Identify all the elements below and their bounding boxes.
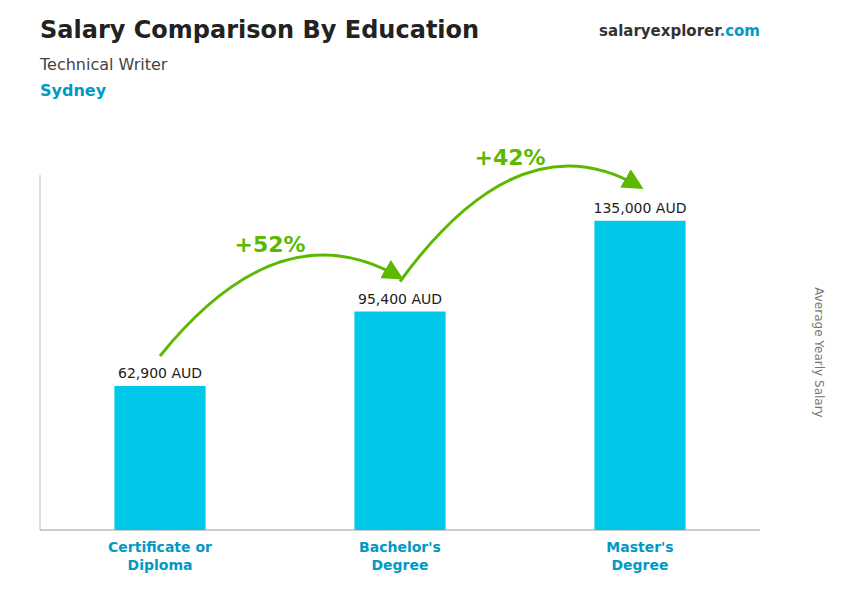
x-tick-label-line: Degree	[611, 557, 668, 573]
source-part: salary	[599, 22, 651, 40]
city: Sydney	[40, 81, 107, 100]
y-axis-label: Average Yearly Salary	[812, 287, 826, 417]
x-tick-label: Master's Degree	[606, 539, 673, 573]
x-tick-label-line: Master's	[606, 539, 673, 555]
x-tick-label-line: Bachelor's	[359, 539, 441, 555]
data-label: 62,900 AUD	[118, 365, 202, 381]
bar	[114, 386, 205, 530]
bars	[114, 221, 685, 530]
change-arrow	[160, 255, 400, 356]
x-tick-label-line: Certificate or	[108, 539, 212, 555]
bar	[354, 312, 445, 530]
y-axis-line	[40, 175, 41, 530]
chart: Salary Comparison By Education Technical …	[0, 0, 850, 606]
change-arrow	[400, 166, 640, 282]
subtitle: Technical Writer	[39, 55, 168, 74]
x-tick-label-line: Diploma	[128, 557, 193, 573]
change-label: +52%	[234, 232, 305, 257]
change-label: +42%	[474, 145, 545, 170]
data-label: 135,000 AUD	[594, 200, 687, 216]
x-tick-label: Certificate or Diploma	[108, 539, 212, 573]
source-part: explorer	[651, 22, 723, 40]
x-tick-label-line: Degree	[371, 557, 428, 573]
title: Salary Comparison By Education	[40, 16, 479, 44]
source: salaryexplorer.com	[599, 22, 760, 40]
x-tick-label: Bachelor's Degree	[359, 539, 441, 573]
data-label: 95,400 AUD	[358, 291, 442, 307]
bar	[594, 221, 685, 530]
source-part: .com	[719, 22, 760, 40]
